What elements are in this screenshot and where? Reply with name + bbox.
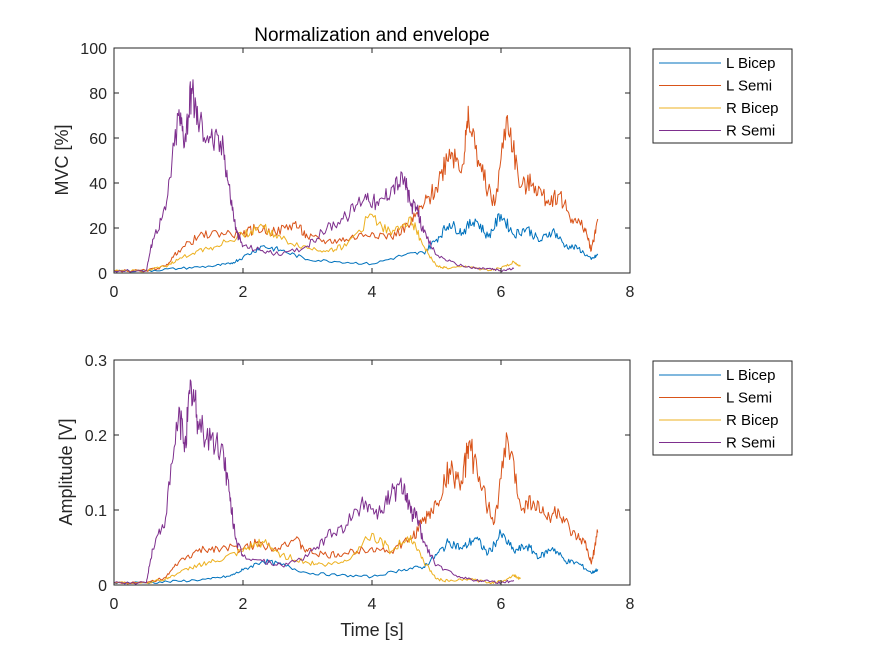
top-chart-ytick-label: 40 bbox=[89, 176, 107, 193]
bottom-chart-ytick-label: 0.1 bbox=[85, 503, 107, 520]
bottom-chart-legend-label: L Bicep bbox=[726, 367, 775, 384]
bottom-chart-ylabel: Amplitude [V] bbox=[56, 418, 76, 525]
top-chart-xtick-label: 2 bbox=[239, 284, 248, 301]
bottom-chart-xtick-label: 2 bbox=[239, 596, 248, 613]
bottom-chart-xlabel: Time [s] bbox=[340, 620, 403, 640]
bottom-chart-xtick-label: 8 bbox=[626, 596, 635, 613]
top-chart-ytick-label: 60 bbox=[89, 131, 107, 148]
top-chart-series-r-bicep-line bbox=[113, 213, 521, 273]
bottom-chart-xtick-label: 4 bbox=[368, 596, 377, 613]
top-chart-legend-label: L Bicep bbox=[726, 55, 775, 72]
bottom-chart-plot: 0 2 4 6 8 0 0.1 0.2 0.3 bbox=[85, 353, 635, 613]
top-chart-xtick-label: 0 bbox=[110, 284, 119, 301]
top-chart-series-l-bicep-line bbox=[113, 213, 599, 273]
top-chart-xtick-label: 4 bbox=[368, 284, 377, 301]
top-chart-legend: L Bicep L Semi R Bicep R Semi bbox=[652, 48, 793, 144]
bottom-chart-ytick-label: 0.2 bbox=[85, 428, 107, 445]
bottom-chart-xtick-label: 6 bbox=[497, 596, 506, 613]
top-chart-ylabel: MVC [%] bbox=[52, 124, 72, 195]
top-chart-ytick-label: 20 bbox=[89, 221, 107, 238]
top-chart-series-l-semi-line bbox=[113, 105, 599, 273]
bottom-chart-legend-label: L Semi bbox=[726, 390, 772, 407]
bottom-chart-legend: L Bicep L Semi R Bicep R Semi bbox=[652, 360, 793, 456]
top-chart-xtick-label: 6 bbox=[497, 284, 506, 301]
top-chart-legend-label: L Semi bbox=[726, 78, 772, 95]
top-chart-ytick-label: 0 bbox=[98, 266, 107, 283]
top-chart-legend-box bbox=[652, 48, 793, 144]
bottom-chart-series-l-bicep-line bbox=[113, 529, 599, 585]
bottom-chart-ytick-label: 0.3 bbox=[85, 353, 107, 370]
bottom-chart-xtick-label: 0 bbox=[110, 596, 119, 613]
bottom-chart: 0 2 4 6 8 0 0.1 0.2 0.3 Amplitude [V] Time [s] L… bbox=[56, 353, 793, 640]
top-chart-series-r-semi-line bbox=[113, 79, 515, 273]
bottom-chart-series-r-bicep-line bbox=[113, 532, 521, 585]
top-chart-ytick-label: 100 bbox=[80, 41, 107, 58]
top-chart: Normalization and envelope 0 2 4 6 802040608… bbox=[52, 25, 793, 301]
top-chart-ytick-label: 80 bbox=[89, 86, 107, 103]
bottom-chart-legend-box bbox=[652, 360, 793, 456]
bottom-chart-series-r-semi-line bbox=[113, 379, 515, 585]
top-chart-axes-box bbox=[113, 47, 631, 274]
bottom-chart-legend-label: R Semi bbox=[726, 435, 775, 452]
top-chart-legend-label: R Semi bbox=[726, 123, 775, 140]
bottom-chart-legend-label: R Bicep bbox=[726, 412, 779, 429]
top-chart-xtick-label: 8 bbox=[626, 284, 635, 301]
top-chart-title: Normalization and envelope bbox=[254, 25, 490, 46]
top-chart-legend-label: R Bicep bbox=[726, 100, 779, 117]
bottom-chart-ytick-label: 0 bbox=[98, 578, 107, 595]
bottom-chart-series-l-semi-line bbox=[113, 432, 599, 585]
